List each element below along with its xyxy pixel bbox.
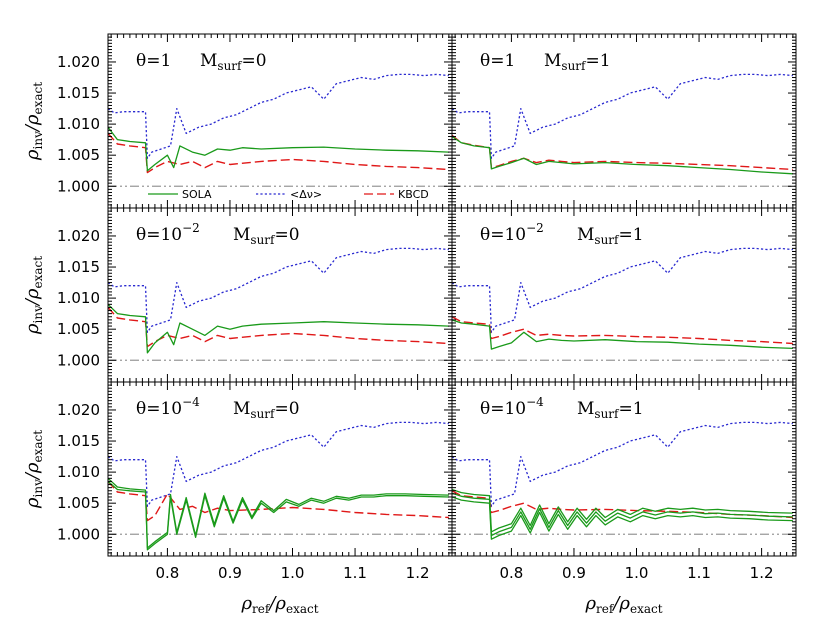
- y-tick-label: 1.000: [57, 351, 100, 369]
- y-tick-label: 1.010: [57, 463, 100, 481]
- x-tick-label: 1.2: [406, 564, 430, 582]
- series-kbcd-line: [108, 306, 449, 348]
- panel-theta-label: θ=10−2: [136, 221, 200, 245]
- y-axis-title: ρinv/ρexact: [22, 82, 45, 161]
- ticks: [108, 33, 452, 208]
- panel-plot-area: [108, 247, 449, 354]
- y-tick-label: 1.020: [57, 53, 100, 71]
- y-tick-label: 1.005: [57, 320, 100, 338]
- series-kbcd-line: [452, 134, 793, 171]
- x-tick-label: 0.8: [499, 564, 523, 582]
- panel-theta-label: θ=10−2: [480, 221, 544, 245]
- series-sola-line: [108, 480, 449, 551]
- x-axis-title: ρref/ρexact: [584, 593, 662, 616]
- panel-plot-area: [108, 73, 449, 174]
- ticks: [452, 207, 796, 382]
- panel-1: 1.000 1.005 1.010 1.015 1.020 ρinv/ρexact θ=1 M…: [22, 33, 453, 209]
- series-dnu-line: [452, 421, 793, 507]
- y-tick-label: 1.000: [57, 525, 100, 543]
- panel-theta-label: θ=10−4: [480, 395, 544, 419]
- series-dnu-line: [108, 247, 449, 333]
- panel-theta-label: θ=10−4: [136, 395, 200, 419]
- y-tick-label: 1.015: [57, 432, 100, 450]
- legend: SOLA <Δν> KBCD: [148, 188, 429, 201]
- x-tick-label: 1.1: [343, 564, 367, 582]
- y-tick-label: 1.005: [57, 494, 100, 512]
- panel-msurf-label: Msurf=0: [200, 51, 267, 73]
- y-axis-title: ρinv/ρexact: [22, 430, 45, 509]
- y-tick-label: 1.015: [57, 258, 100, 276]
- y-tick-label: 1.010: [57, 115, 100, 133]
- y-axis-title: ρinv/ρexact: [22, 256, 45, 335]
- legend-label-dnu: <Δν>: [290, 188, 322, 201]
- panel-msurf-label: Msurf=0: [233, 225, 300, 247]
- panel-3: 1.000 1.005 1.010 1.015 1.020 ρinv/ρexact θ=10…: [22, 207, 453, 383]
- panel-plot-area: [452, 247, 793, 350]
- series-kbcd-line: [452, 490, 793, 519]
- series-dnu-line: [108, 73, 449, 159]
- x-tick-label: 1.0: [281, 564, 305, 582]
- series-dnu-line: [452, 73, 793, 159]
- series-sola-line: [108, 477, 449, 549]
- panel-2: θ=1 Msurf=1: [451, 33, 797, 209]
- series-dnu-line: [108, 421, 449, 507]
- series-sola-line: [108, 303, 449, 354]
- y-tick-label: 1.020: [57, 227, 100, 245]
- panel-msurf-label: Msurf=1: [577, 399, 644, 421]
- panel-theta-label: θ=1: [480, 51, 515, 71]
- series-sola-line: [452, 319, 793, 350]
- legend-label-sola: SOLA: [182, 188, 212, 201]
- panel-msurf-label: Msurf=0: [233, 399, 300, 421]
- y-tick-label: 1.020: [57, 401, 100, 419]
- series-dnu-line: [452, 247, 793, 333]
- ticks: [452, 33, 796, 208]
- x-tick-label: 0.9: [218, 564, 242, 582]
- panel-6: 0.8 0.9 1.0 1.1 1.2 ρref/ρexact θ=10−4 Msurf=1: [451, 381, 797, 616]
- x-tick-label: 0.9: [562, 564, 586, 582]
- y-tick-label: 1.010: [57, 289, 100, 307]
- series-kbcd-line: [108, 480, 449, 522]
- x-axis-title: ρref/ρexact: [240, 593, 318, 616]
- x-tick-label: 1.2: [750, 564, 774, 582]
- panel-plot-area: [452, 73, 793, 175]
- panel-plot-area: [452, 421, 793, 540]
- series-sola-line: [452, 135, 793, 175]
- x-tick-label: 0.8: [155, 564, 179, 582]
- panel-plot-area: [108, 421, 449, 551]
- panel-theta-label: θ=1: [136, 51, 171, 71]
- panel-4: θ=10−2 Msurf=1: [451, 207, 797, 383]
- x-tick-label: 1.0: [625, 564, 649, 582]
- panel-frame: [451, 381, 797, 557]
- y-tick-label: 1.015: [57, 84, 100, 102]
- x-tick-label: 1.1: [687, 564, 711, 582]
- y-tick-label: 1.000: [57, 177, 100, 195]
- legend-label-kbcd: KBCD: [398, 188, 429, 201]
- panel-msurf-label: Msurf=1: [544, 51, 611, 73]
- series-sola-line: [452, 492, 793, 537]
- series-kbcd-line: [452, 316, 793, 345]
- series-sola-line: [452, 496, 793, 540]
- panel-5: 1.000 1.005 1.010 1.015 1.020 ρinv/ρexact 0.8 0…: [22, 381, 453, 616]
- series-sola-line: [452, 488, 793, 533]
- panel-msurf-label: Msurf=1: [577, 225, 644, 247]
- series-sola-line: [108, 126, 449, 172]
- ticks: [108, 381, 452, 556]
- series-kbcd-line: [108, 132, 449, 174]
- ticks: [108, 207, 452, 382]
- y-tick-label: 1.005: [57, 146, 100, 164]
